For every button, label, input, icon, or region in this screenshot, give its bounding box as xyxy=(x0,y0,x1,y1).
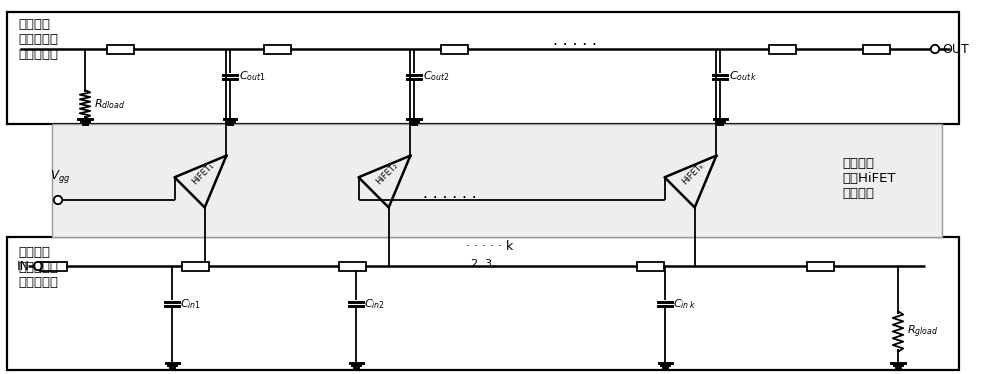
Bar xyxy=(768,45,796,53)
Bar xyxy=(264,45,291,53)
Text: HiFET₂: HiFET₂ xyxy=(374,161,400,187)
Circle shape xyxy=(54,196,62,204)
Text: · · · · ·: · · · · · xyxy=(553,37,597,52)
Bar xyxy=(806,261,834,270)
Circle shape xyxy=(34,262,42,270)
Bar xyxy=(7,12,959,124)
Bar xyxy=(637,261,664,270)
Text: $C_{out1}$: $C_{out1}$ xyxy=(239,69,266,83)
Text: $V_{gg}$: $V_{gg}$ xyxy=(50,168,70,185)
Text: 2, 3, ...: 2, 3, ... xyxy=(471,259,510,269)
Text: $C_{in\,k}$: $C_{in\,k}$ xyxy=(673,297,696,311)
Bar xyxy=(52,124,942,237)
Bar xyxy=(338,261,366,270)
Circle shape xyxy=(931,45,939,53)
Text: $C_{in2}$: $C_{in2}$ xyxy=(364,297,385,311)
Text: OUT: OUT xyxy=(942,43,969,55)
Text: $R_{dload}$: $R_{dload}$ xyxy=(94,97,125,111)
Bar xyxy=(7,237,959,370)
Text: $R_{gload}$: $R_{gload}$ xyxy=(907,324,938,340)
Text: 分布式二
堆叠HiFET
放大网络: 分布式二 堆叠HiFET 放大网络 xyxy=(842,156,896,199)
Text: IN: IN xyxy=(17,260,30,273)
Bar xyxy=(440,45,468,53)
Text: 考虑密勒
效应的漏极
人工传输线: 考虑密勒 效应的漏极 人工传输线 xyxy=(18,18,58,61)
Text: · · · · · ·: · · · · · · xyxy=(423,190,477,205)
Bar xyxy=(862,45,890,53)
Text: HiFETₖ: HiFETₖ xyxy=(680,161,706,187)
Bar xyxy=(40,261,66,270)
Text: $C_{in1}$: $C_{in1}$ xyxy=(180,297,201,311)
Text: · · · · · k: · · · · · k xyxy=(466,240,514,253)
Text: 考虑密勒
效应的栅极
人工传输线: 考虑密勒 效应的栅极 人工传输线 xyxy=(18,246,58,289)
Text: HiFET₁: HiFET₁ xyxy=(190,161,216,187)
Bar xyxy=(182,261,208,270)
Text: $C_{out2}$: $C_{out2}$ xyxy=(423,69,450,83)
Bar xyxy=(106,45,134,53)
Text: $C_{out\,k}$: $C_{out\,k}$ xyxy=(729,69,758,83)
